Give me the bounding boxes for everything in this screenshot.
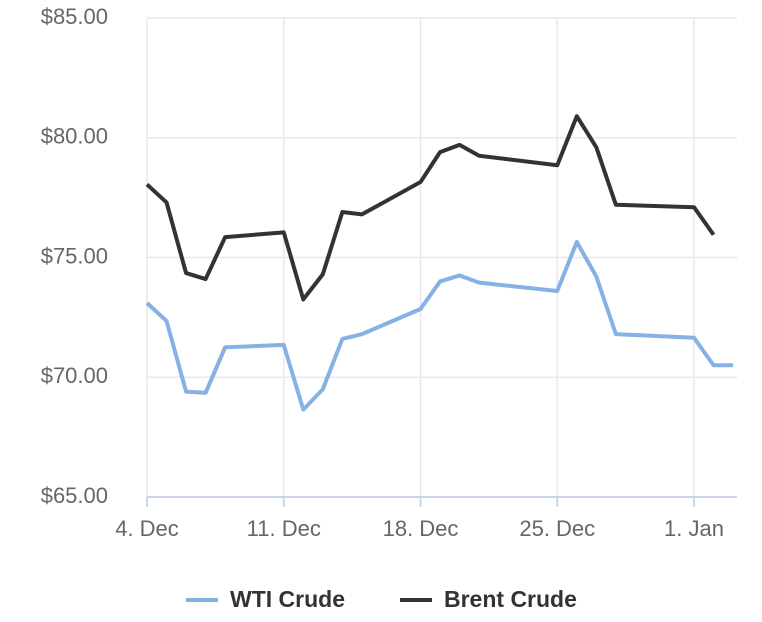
legend-label: Brent Crude — [444, 586, 577, 612]
y-tick-label: $80.00 — [41, 124, 108, 149]
y-tick-label: $85.00 — [41, 4, 108, 29]
x-tick-label: 11. Dec — [247, 516, 321, 541]
y-tick-label: $75.00 — [41, 243, 108, 268]
x-tick-label: 1. Jan — [664, 516, 724, 541]
x-tick-label: 25. Dec — [519, 516, 595, 541]
x-tick-label: 4. Dec — [115, 516, 179, 541]
y-tick-label: $70.00 — [41, 363, 108, 388]
x-tick-label: 18. Dec — [383, 516, 459, 541]
y-tick-label: $65.00 — [41, 483, 108, 508]
series-line — [145, 114, 716, 302]
series-line — [145, 239, 734, 412]
legend-label: WTI Crude — [230, 586, 345, 612]
